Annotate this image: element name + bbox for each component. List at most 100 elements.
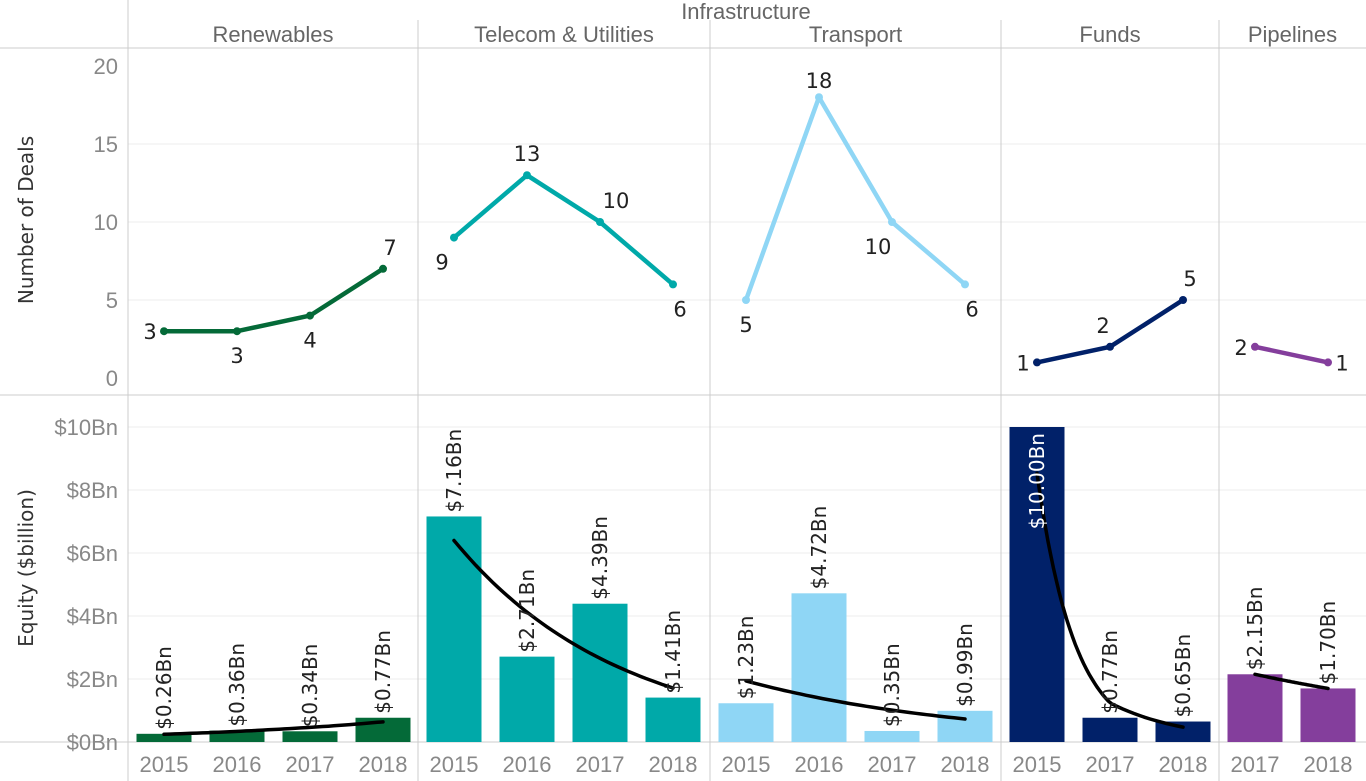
panel-header: Pipelines	[1248, 22, 1337, 47]
equity-bar	[282, 731, 338, 742]
x-tick-label: 2015	[430, 752, 479, 777]
top-y-tick-label: 15	[94, 132, 118, 157]
bottom-y-axis-title: Equity ($billion)	[14, 489, 38, 647]
deal-point	[888, 218, 896, 226]
deal-line-pipelines	[1252, 344, 1331, 365]
bottom-y-tick-label: $10Bn	[54, 415, 118, 440]
equity-trend-line	[452, 538, 675, 690]
equity-value-label: $1.70Bn	[1316, 601, 1340, 685]
equity-value-label: $1.23Bn	[734, 616, 758, 700]
deal-point	[523, 171, 531, 180]
deal-count-label: 2	[1234, 336, 1247, 360]
x-tick-label: 2018	[359, 752, 408, 777]
bottom-y-tick-label: $8Bn	[67, 478, 118, 503]
x-tick-label: 2017	[286, 752, 335, 777]
x-tick-label: 2016	[795, 752, 844, 777]
deal-point	[669, 280, 677, 289]
deal-count-label: 1	[1016, 351, 1029, 375]
deal-count-label: 5	[739, 313, 752, 337]
deal-count-label: 3	[143, 320, 156, 344]
top-y-tick-label: 0	[106, 366, 118, 391]
equity-value-label: $4.39Bn	[588, 516, 612, 600]
equity-bar	[1300, 688, 1356, 742]
deal-point	[1251, 342, 1259, 351]
deal-point	[1179, 296, 1187, 304]
x-tick-label: 2017	[1086, 752, 1135, 777]
equity-value-label: $2.15Bn	[1243, 587, 1267, 671]
bottom-y-tick-label: $4Bn	[67, 604, 118, 629]
trend-lines	[162, 471, 1330, 737]
equity-bar	[136, 733, 192, 742]
deal-line-renewables	[161, 266, 386, 334]
x-tick-label: 2017	[868, 752, 917, 777]
deal-count-label: 10	[603, 189, 630, 213]
deal-count-label: 5	[1183, 267, 1196, 291]
deal-count-label: 7	[383, 236, 396, 260]
equity-value-label: $0.26Bn	[152, 646, 176, 730]
deal-count-label: 3	[230, 344, 243, 368]
deal-count-label: 6	[965, 297, 978, 321]
equity-bar	[1155, 721, 1211, 742]
deal-line-transport	[743, 94, 968, 303]
deal-lines	[160, 93, 1332, 367]
equity-trend-line	[162, 720, 385, 737]
equity-value-label: $2.71Bn	[515, 569, 539, 653]
deal-count-label: 9	[435, 251, 448, 275]
equity-bar	[572, 603, 628, 742]
deal-point	[1033, 358, 1041, 367]
x-tick-label: 2018	[649, 752, 698, 777]
x-tick-label: 2015	[722, 752, 771, 777]
deal-point	[596, 218, 604, 226]
equity-bar	[718, 703, 774, 742]
equity-bar	[1082, 717, 1138, 742]
x-tick-label: 2015	[1013, 752, 1062, 777]
deal-line-funds	[1034, 297, 1186, 365]
equity-value-label: $4.72Bn	[807, 506, 831, 590]
x-tick-label: 2016	[213, 752, 262, 777]
equity-bar	[209, 730, 265, 742]
x-tick-label: 2018	[941, 752, 990, 777]
deal-point	[379, 264, 387, 273]
top-y-axis-title: Number of Deals	[14, 136, 38, 304]
x-tick-label: 2015	[140, 752, 189, 777]
equity-value-label: $0.36Bn	[225, 643, 249, 727]
deal-point	[306, 311, 314, 320]
deal-point	[233, 327, 241, 336]
equity-trend-line	[1253, 672, 1330, 691]
equity-value-label: $0.34Bn	[298, 644, 322, 728]
equity-trend-line	[744, 679, 967, 721]
deal-count-label: 2	[1096, 314, 1109, 338]
deal-count-label: 1	[1335, 351, 1348, 375]
equity-value-label: $0.35Bn	[880, 643, 904, 727]
x-tick-label: 2017	[576, 752, 625, 777]
equity-value-label: $0.65Bn	[1171, 634, 1195, 718]
deal-line-telecom-utilities	[451, 172, 676, 287]
equity-bar	[864, 730, 920, 742]
equity-bars	[136, 427, 1356, 742]
equity-bar	[645, 697, 701, 742]
data-labels: 3 3 4 7 9 13 10 6 5 18 10 6 1 2 5 2 1 $0.26Bn $0.36Bn $0.34…	[143, 69, 1348, 730]
equity-value-label: $1.41Bn	[661, 610, 685, 694]
equity-value-label: $0.99Bn	[953, 623, 977, 707]
equity-bar	[791, 593, 847, 742]
deal-count-label: 18	[806, 69, 833, 93]
deal-point	[160, 327, 168, 336]
x-tick-label: 2018	[1304, 752, 1353, 777]
deal-point	[450, 233, 458, 242]
equity-bar	[1227, 674, 1283, 742]
bottom-y-tick-label: $6Bn	[67, 541, 118, 566]
top-y-tick-label: 5	[106, 288, 118, 313]
equity-trend-line	[1035, 471, 1185, 729]
panel-header: Renewables	[212, 22, 333, 47]
equity-value-label: $10.00Bn	[1025, 433, 1049, 529]
equity-value-label: $0.77Bn	[371, 630, 395, 714]
deal-point	[742, 296, 750, 304]
deal-count-label: 4	[303, 329, 316, 353]
deal-point	[815, 93, 823, 102]
deal-point	[1324, 358, 1332, 367]
panel-header: Transport	[809, 22, 902, 47]
equity-bar	[499, 656, 555, 742]
top-y-tick-label: 10	[94, 210, 118, 235]
equity-bar	[426, 516, 482, 742]
